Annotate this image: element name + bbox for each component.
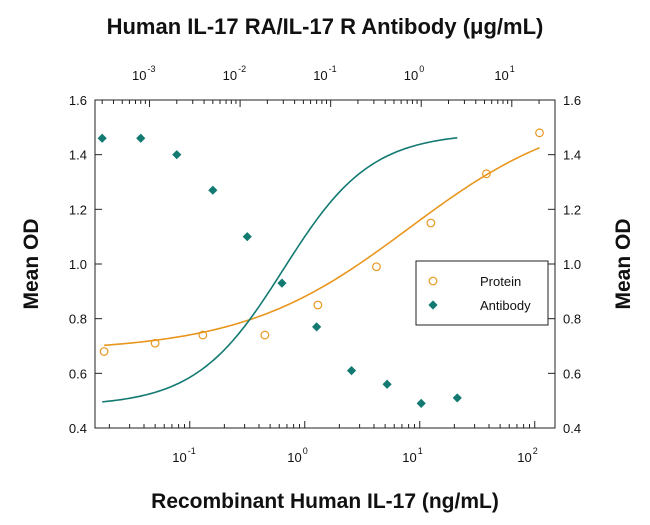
legend-protein-label: Protein bbox=[480, 274, 521, 289]
tick-exponent: -1 bbox=[188, 446, 196, 456]
legend-protein-marker bbox=[428, 276, 438, 286]
antibody-point bbox=[452, 393, 462, 403]
antibody-point bbox=[277, 278, 287, 288]
right-y-ticks: 0.4 0.6 0.8 1.0 1.2 1.4 1.6 bbox=[548, 93, 581, 436]
legend: Protein Antibody bbox=[415, 260, 549, 326]
top-x-tick-label: 10 0 bbox=[404, 64, 424, 83]
tick-base: 10 bbox=[172, 450, 186, 465]
x-tick-label: 10 -1 bbox=[172, 446, 195, 465]
y-tick-label: 1.6 bbox=[69, 93, 87, 108]
y-tick-label-right: 1.0 bbox=[563, 257, 581, 272]
top-x-ticks: 10 -3 10 -2 10 -1 10 0 10 1 bbox=[101, 64, 556, 107]
top-x-tick-label: 10 1 bbox=[494, 64, 514, 83]
y-axis-label-right: Mean OD bbox=[612, 218, 635, 309]
y-tick-label: 1.4 bbox=[69, 148, 87, 163]
tick-base: 10 bbox=[517, 450, 531, 465]
tick-base: 10 bbox=[402, 450, 416, 465]
protein-point bbox=[426, 218, 436, 228]
antibody-point bbox=[172, 150, 182, 160]
legend-antibody-label: Antibody bbox=[480, 298, 531, 313]
tick-exponent: 1 bbox=[418, 446, 423, 456]
tick-base: 10 bbox=[287, 450, 301, 465]
protein-point bbox=[313, 300, 323, 310]
antibody-point bbox=[242, 232, 252, 242]
tick-exponent: 1 bbox=[510, 64, 515, 74]
top-x-tick-label: 10 -3 bbox=[132, 64, 155, 83]
antibody-point bbox=[97, 133, 107, 143]
y-tick-label-right: 0.6 bbox=[563, 366, 581, 381]
y-tick-label-right: 1.4 bbox=[563, 148, 581, 163]
tick-base: 10 bbox=[313, 68, 327, 83]
protein-fit-curve bbox=[104, 147, 540, 347]
tick-base: 10 bbox=[223, 68, 237, 83]
protein-point bbox=[260, 330, 270, 340]
x-tick-label: 10 2 bbox=[517, 446, 537, 465]
tick-exponent: -2 bbox=[238, 64, 246, 74]
tick-exponent: 2 bbox=[533, 446, 538, 456]
tick-base: 10 bbox=[404, 68, 418, 83]
top-x-tick-label: 10 -1 bbox=[313, 64, 336, 83]
y-tick-label-right: 0.8 bbox=[563, 312, 581, 327]
y-tick-label-right: 0.4 bbox=[563, 421, 581, 436]
antibody-point bbox=[136, 133, 146, 143]
x-tick-label: 10 0 bbox=[287, 446, 307, 465]
y-tick-label-right: 1.2 bbox=[563, 202, 581, 217]
data-points bbox=[97, 128, 544, 408]
antibody-fit-curve bbox=[102, 137, 458, 403]
y-tick-label: 1.2 bbox=[69, 202, 87, 217]
tick-exponent: 0 bbox=[303, 446, 308, 456]
y-tick-label: 0.4 bbox=[69, 421, 87, 436]
x-axis-label: Recombinant Human IL-17 (ng/mL) bbox=[151, 490, 499, 513]
top-x-tick-label: 10 -2 bbox=[223, 64, 246, 83]
tick-exponent: -1 bbox=[329, 64, 337, 74]
protein-point bbox=[535, 128, 544, 138]
y-tick-label: 1.0 bbox=[69, 257, 87, 272]
antibody-point bbox=[416, 398, 426, 408]
antibody-point bbox=[312, 322, 322, 332]
chart-title: Human IL-17 RA/IL-17 R Antibody (μg/mL) bbox=[107, 14, 544, 39]
protein-point bbox=[150, 338, 160, 348]
fit-curves bbox=[102, 137, 540, 403]
tick-exponent: -3 bbox=[148, 64, 156, 74]
x-tick-label: 10 1 bbox=[402, 446, 422, 465]
antibody-point bbox=[208, 185, 218, 195]
y-tick-label-right: 1.6 bbox=[563, 93, 581, 108]
tick-base: 10 bbox=[494, 68, 508, 83]
protein-point bbox=[198, 330, 208, 340]
legend-antibody-marker bbox=[428, 300, 438, 310]
protein-point bbox=[99, 347, 109, 356]
tick-base: 10 bbox=[132, 68, 146, 83]
bottom-x-ticks: 10 -1 10 0 10 1 10 2 bbox=[108, 421, 538, 465]
tick-exponent: 0 bbox=[419, 64, 424, 74]
y-axis-label: Mean OD bbox=[20, 218, 43, 309]
protein-point bbox=[482, 169, 491, 179]
legend-box bbox=[415, 260, 549, 326]
y-tick-label: 0.6 bbox=[69, 366, 87, 381]
antibody-point bbox=[382, 379, 392, 389]
left-y-ticks: 0.4 0.6 0.8 1.0 1.2 1.4 1.6 bbox=[69, 93, 102, 436]
antibody-point bbox=[346, 366, 357, 376]
protein-point bbox=[372, 262, 381, 272]
y-tick-label: 0.8 bbox=[69, 312, 87, 327]
